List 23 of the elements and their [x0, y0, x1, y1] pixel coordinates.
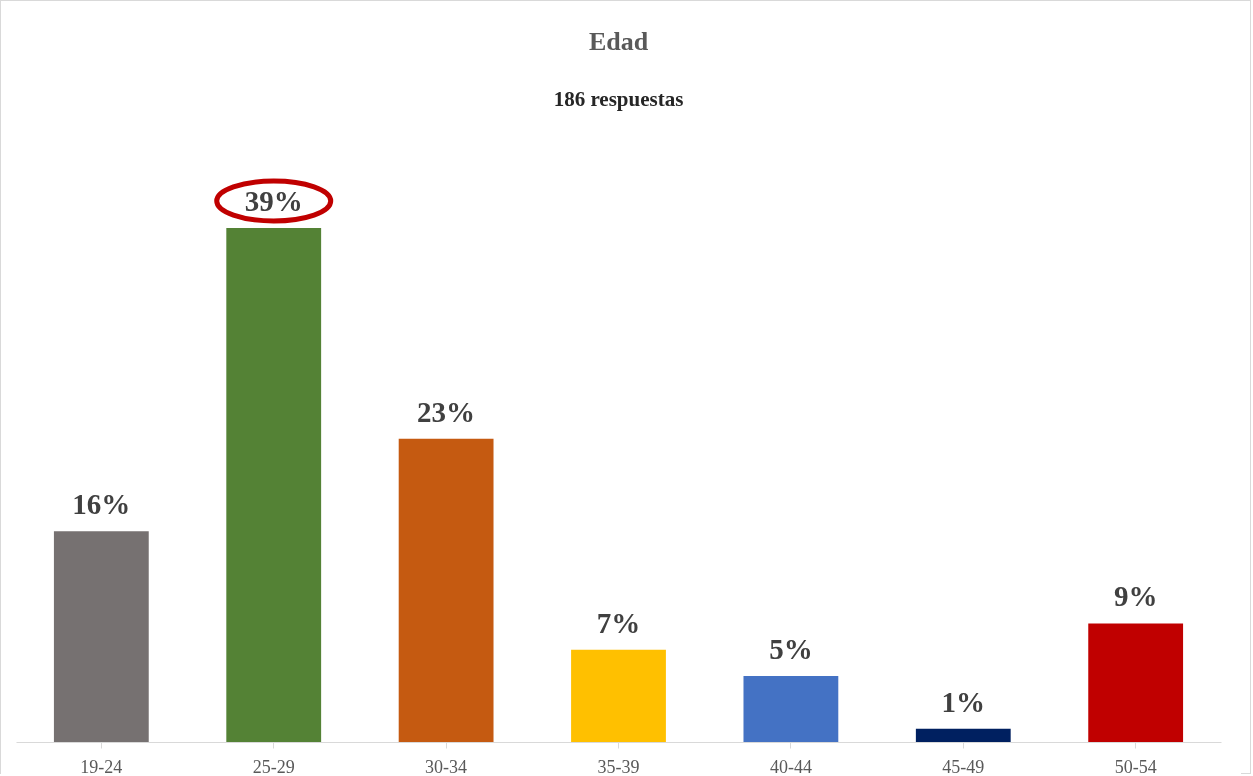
bar — [53, 531, 149, 742]
bar — [915, 728, 1011, 742]
x-tick-label: 30-34 — [425, 756, 468, 776]
x-tick-label: 35-39 — [597, 756, 640, 776]
chart-title: Edad — [588, 27, 649, 56]
x-tick-label: 45-49 — [942, 756, 985, 776]
data-label: 39% — [244, 185, 303, 217]
data-label: 16% — [72, 488, 131, 521]
x-tick-label: 50-54 — [1114, 756, 1157, 776]
data-label: 7% — [596, 606, 641, 639]
x-tick-label: 25-29 — [252, 756, 295, 776]
data-label: 1% — [941, 685, 986, 718]
data-label: 5% — [769, 633, 813, 666]
bar — [226, 228, 322, 742]
x-tick-label: 40-44 — [769, 756, 812, 776]
x-tick-label: 19-24 — [80, 756, 123, 776]
bar — [571, 649, 666, 742]
data-label: 9% — [1113, 580, 1158, 613]
bar — [398, 438, 494, 742]
data-label: 23% — [417, 395, 476, 428]
bar — [1088, 623, 1184, 742]
bar — [743, 676, 839, 742]
chart-subtitle: 186 respuestas — [553, 87, 684, 111]
